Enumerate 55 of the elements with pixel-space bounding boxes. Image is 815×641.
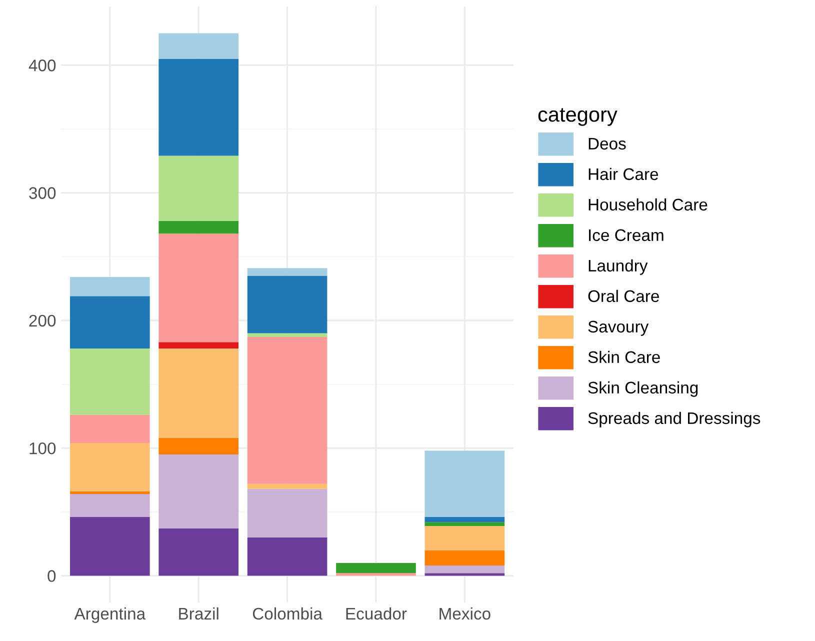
- bar: [158, 220, 239, 234]
- legend-label: Spreads and Dressings: [588, 412, 760, 428]
- legend-label: Savoury: [588, 320, 649, 336]
- bar: [336, 573, 416, 576]
- bar: [158, 342, 239, 349]
- x-tick-label: Colombia: [252, 607, 322, 620]
- bar: [70, 277, 150, 296]
- bar: [424, 566, 505, 574]
- bar: [70, 414, 150, 443]
- y-tick-label: 300: [29, 187, 56, 199]
- y-tick-label: 400: [28, 60, 56, 72]
- bar: [424, 517, 505, 522]
- bar: [424, 450, 505, 518]
- legend-label: Ice Cream: [589, 229, 664, 242]
- bar: [247, 333, 328, 338]
- bar: [70, 494, 150, 518]
- bar: [336, 562, 416, 574]
- x-tick-label: Brazil: [179, 607, 218, 620]
- bar: [158, 438, 239, 454]
- bar: [70, 517, 150, 576]
- bar: [247, 537, 328, 576]
- x-tick-label: Mexico: [440, 607, 490, 620]
- bar: [158, 454, 239, 528]
- legend-label: Skin Care: [588, 350, 660, 364]
- legend-title: category: [538, 108, 618, 126]
- bar: [158, 156, 239, 221]
- bar: [70, 296, 150, 349]
- y-tick-label: 200: [29, 314, 56, 327]
- x-tick-label: Ecuador: [346, 607, 407, 620]
- bar: [70, 491, 150, 494]
- legend-label: Laundry: [588, 259, 648, 275]
- bar: [247, 488, 328, 538]
- bar: [158, 58, 239, 156]
- bar: [247, 268, 328, 276]
- bar: [424, 573, 505, 576]
- x-tick-label: Argentina: [74, 607, 146, 623]
- bar: [247, 276, 328, 334]
- y-tick-label: 100: [30, 442, 56, 454]
- bar: [424, 522, 505, 526]
- bar: [247, 484, 328, 489]
- bar: [158, 33, 239, 59]
- bar: [424, 550, 505, 566]
- bar: [158, 348, 239, 438]
- legend-label: Skin Cleansing: [588, 381, 698, 397]
- bar: [70, 442, 150, 492]
- bar: [70, 348, 150, 415]
- bar: [158, 528, 239, 576]
- legend-label: Household Care: [588, 198, 708, 211]
- bar: [158, 234, 239, 342]
- legend-label: Oral Care: [588, 290, 659, 302]
- y-tick-label: 0: [48, 570, 56, 582]
- bar: [247, 337, 328, 484]
- bar: [424, 526, 505, 550]
- legend-label: Hair Care: [588, 168, 658, 180]
- legend-label: Deos: [588, 138, 626, 150]
